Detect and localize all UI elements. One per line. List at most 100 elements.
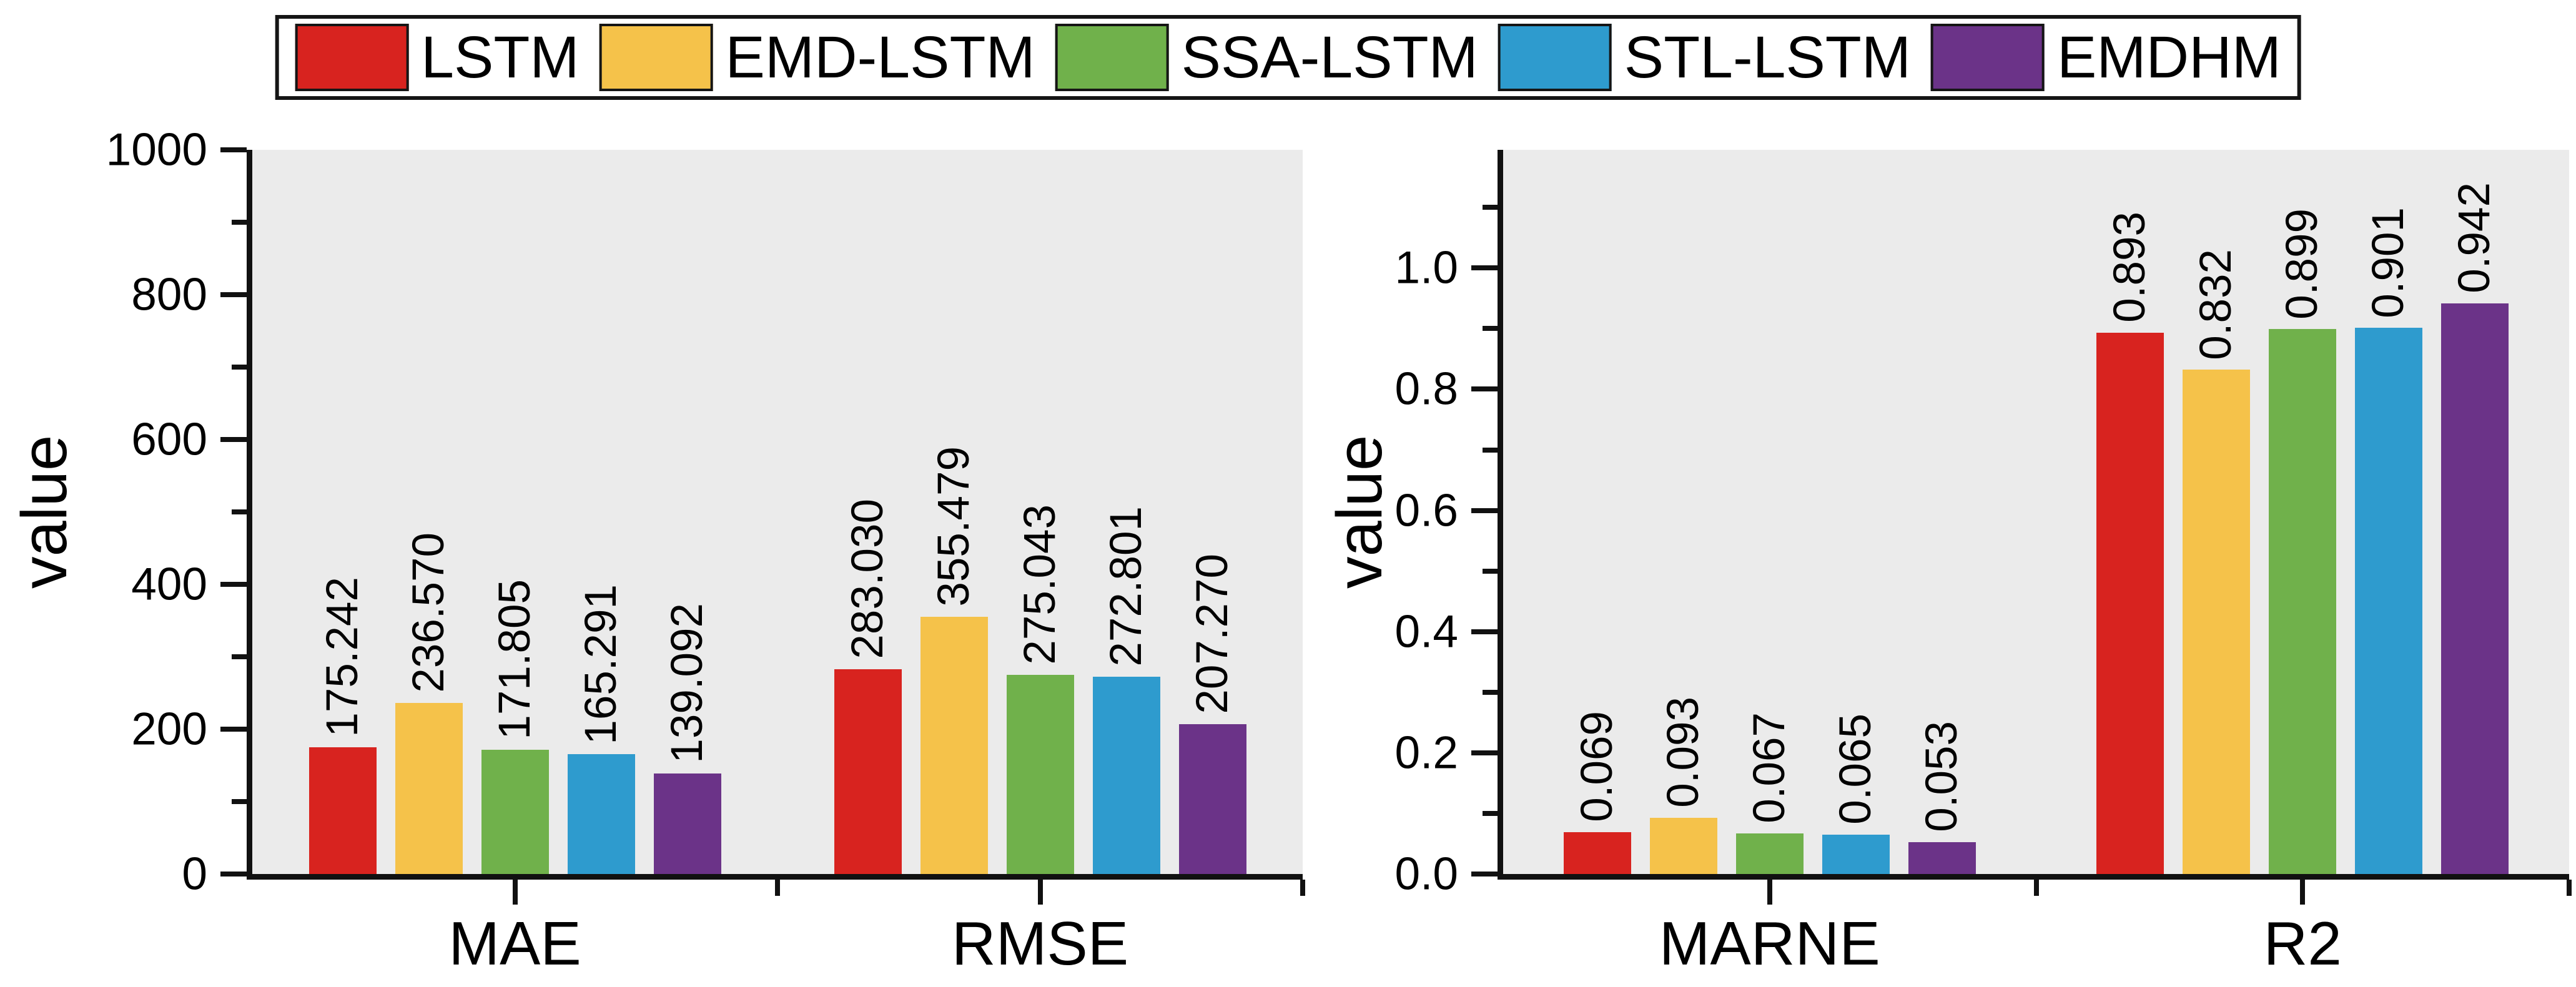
bar-value-label: 0.093 bbox=[1658, 697, 1708, 808]
legend-item-ssa-lstm: SSA-LSTM bbox=[1055, 24, 1478, 91]
y-axis-tick-label: 0.6 bbox=[1394, 485, 1458, 536]
bar-rmse-stl-lstm: 272.801 bbox=[1092, 506, 1160, 874]
bar-rmse-lstm: 283.030 bbox=[834, 499, 902, 874]
y-axis-tick-label: 0.8 bbox=[1394, 363, 1458, 415]
bar-value-label: 0.901 bbox=[2364, 207, 2414, 318]
y-axis-major-tick bbox=[1471, 872, 1498, 877]
bar-marne-emd-lstm: 0.093 bbox=[1649, 697, 1717, 874]
y-axis-tick-label: 800 bbox=[131, 269, 207, 320]
y-axis-major-tick bbox=[1471, 386, 1498, 392]
legend-item-lstm: LSTM bbox=[295, 24, 580, 91]
y-axis-minor-tick bbox=[1483, 568, 1498, 574]
y-axis-tick-label: 0 bbox=[182, 848, 207, 900]
legend-label: LSTM bbox=[421, 24, 580, 91]
legend-swatch-emdhm bbox=[1930, 24, 2045, 91]
y-axis-minor-tick bbox=[232, 509, 247, 514]
bar-value-label: 0.065 bbox=[1830, 714, 1880, 825]
y-axis-major-tick bbox=[1471, 629, 1498, 634]
bar-mae-lstm: 175.242 bbox=[308, 577, 377, 874]
x-axis-major-tick bbox=[2300, 880, 2306, 905]
legend: LSTM EMD-LSTM SSA-LSTM STL-LSTM EMDHM bbox=[275, 15, 2301, 100]
legend-item-stl-lstm: STL-LSTM bbox=[1498, 24, 1911, 91]
bar-mae-emdhm: 139.092 bbox=[653, 603, 721, 874]
bar-marne-stl-lstm: 0.065 bbox=[1822, 714, 1890, 874]
x-axis-major-tick bbox=[512, 880, 518, 905]
y-axis-minor-tick bbox=[232, 654, 247, 659]
plot-area: 0 200 400 600 800 1000 175.242 236.570 171.805 16… bbox=[106, 127, 1305, 974]
x-category-label-mae: MAE bbox=[448, 909, 581, 978]
plot-area: 0.0 0.2 0.4 0.6 0.8 1.0 0.069 0.093 0.067 0.065 0.… bbox=[1395, 150, 2572, 974]
x-axis-minor-tick bbox=[2033, 880, 2039, 896]
y-axis-major-tick bbox=[1471, 508, 1498, 513]
y-axis-tick-label: 1.0 bbox=[1394, 242, 1458, 293]
bar-value-label: 0.832 bbox=[2191, 248, 2241, 360]
y-axis-major-tick bbox=[220, 727, 247, 732]
y-axis-minor-tick bbox=[1483, 326, 1498, 331]
y-axis-tick-label: 400 bbox=[131, 559, 207, 610]
y-axis-minor-tick bbox=[1483, 689, 1498, 695]
bar-mae-emd-lstm: 236.570 bbox=[395, 533, 463, 874]
bar-rmse-emd-lstm: 355.479 bbox=[920, 446, 988, 874]
bar-value-label: 0.942 bbox=[2450, 182, 2500, 293]
legend-label: STL-LSTM bbox=[1624, 24, 1911, 91]
bar-r2-stl-lstm: 0.901 bbox=[2355, 207, 2423, 874]
x-axis-major-tick bbox=[1037, 880, 1043, 905]
y-axis-title: value bbox=[1323, 435, 1395, 589]
bar-mae-stl-lstm: 165.291 bbox=[567, 584, 635, 874]
x-axis-minor-tick bbox=[2567, 880, 2572, 896]
x-axis-minor-tick bbox=[1300, 880, 1305, 896]
bar-r2-emdhm: 0.942 bbox=[2441, 182, 2509, 874]
y-axis-major-tick bbox=[220, 582, 247, 587]
bar-value-label: 0.069 bbox=[1572, 711, 1622, 823]
bar-value-label: 0.053 bbox=[1917, 720, 1967, 832]
x-category-label-r2: R2 bbox=[2263, 909, 2342, 978]
bar-value-label: 0.067 bbox=[1744, 712, 1794, 823]
bar-r2-lstm: 0.893 bbox=[2096, 212, 2164, 874]
y-axis-tick-label: 0.2 bbox=[1394, 727, 1458, 778]
legend-label: EMD-LSTM bbox=[725, 24, 1035, 91]
legend-item-emd-lstm: EMD-LSTM bbox=[599, 24, 1035, 91]
y-axis-major-tick bbox=[1471, 265, 1498, 271]
y-axis-tick-label: 600 bbox=[131, 414, 207, 465]
y-axis-major-tick bbox=[220, 147, 247, 152]
bar-group-r2: 0.893 0.832 0.899 0.901 0.942 bbox=[2036, 182, 2570, 874]
bar-group-mae: 175.242 236.570 171.805 165.291 139.092 bbox=[252, 533, 777, 874]
y-axis-major-tick bbox=[220, 872, 247, 877]
y-axis-minor-tick bbox=[232, 365, 247, 370]
legend-swatch-stl-lstm bbox=[1498, 24, 1612, 91]
legend-label: SSA-LSTM bbox=[1181, 24, 1478, 91]
y-axis-tick-label: 0.4 bbox=[1394, 606, 1458, 657]
y-axis-minor-tick bbox=[232, 799, 247, 804]
bar-r2-emd-lstm: 0.832 bbox=[2183, 249, 2251, 874]
x-category-label-marne: MARNE bbox=[1659, 909, 1880, 978]
y-axis-minor-tick bbox=[1483, 810, 1498, 816]
legend-item-emdhm: EMDHM bbox=[1930, 24, 2281, 91]
bar-rmse-ssa-lstm: 275.043 bbox=[1006, 504, 1074, 874]
y-axis-major-tick bbox=[220, 437, 247, 442]
bar-r2-ssa-lstm: 0.899 bbox=[2269, 209, 2337, 874]
bar-marne-ssa-lstm: 0.067 bbox=[1735, 712, 1804, 874]
y-axis-tick-label: 200 bbox=[131, 704, 207, 755]
bar-marne-lstm: 0.069 bbox=[1563, 711, 1631, 874]
y-axis-tick-label: 1000 bbox=[106, 124, 207, 175]
y-axis-minor-tick bbox=[1483, 205, 1498, 210]
bar-value-label: 0.899 bbox=[2277, 208, 2327, 320]
legend-swatch-emd-lstm bbox=[599, 24, 713, 91]
bar-marne-emdhm: 0.053 bbox=[1908, 721, 1976, 874]
bar-value-label: 0.893 bbox=[2105, 212, 2155, 323]
legend-label: EMDHM bbox=[2056, 24, 2281, 91]
x-category-label-rmse: RMSE bbox=[951, 909, 1129, 978]
y-axis-major-tick bbox=[1471, 750, 1498, 755]
y-axis-major-tick bbox=[220, 292, 247, 297]
y-axis-tick-label: 0.0 bbox=[1394, 848, 1458, 900]
bar-group-rmse: 283.030 355.479 275.043 272.801 207.270 bbox=[777, 446, 1303, 874]
bar-mae-ssa-lstm: 171.805 bbox=[481, 579, 549, 874]
x-axis-minor-tick bbox=[775, 880, 780, 896]
legend-swatch-lstm bbox=[295, 24, 409, 91]
y-axis-minor-tick bbox=[232, 220, 247, 225]
bar-group-marne: 0.069 0.093 0.067 0.065 0.053 bbox=[1503, 697, 2036, 874]
bar-rmse-emdhm: 207.270 bbox=[1178, 554, 1246, 874]
